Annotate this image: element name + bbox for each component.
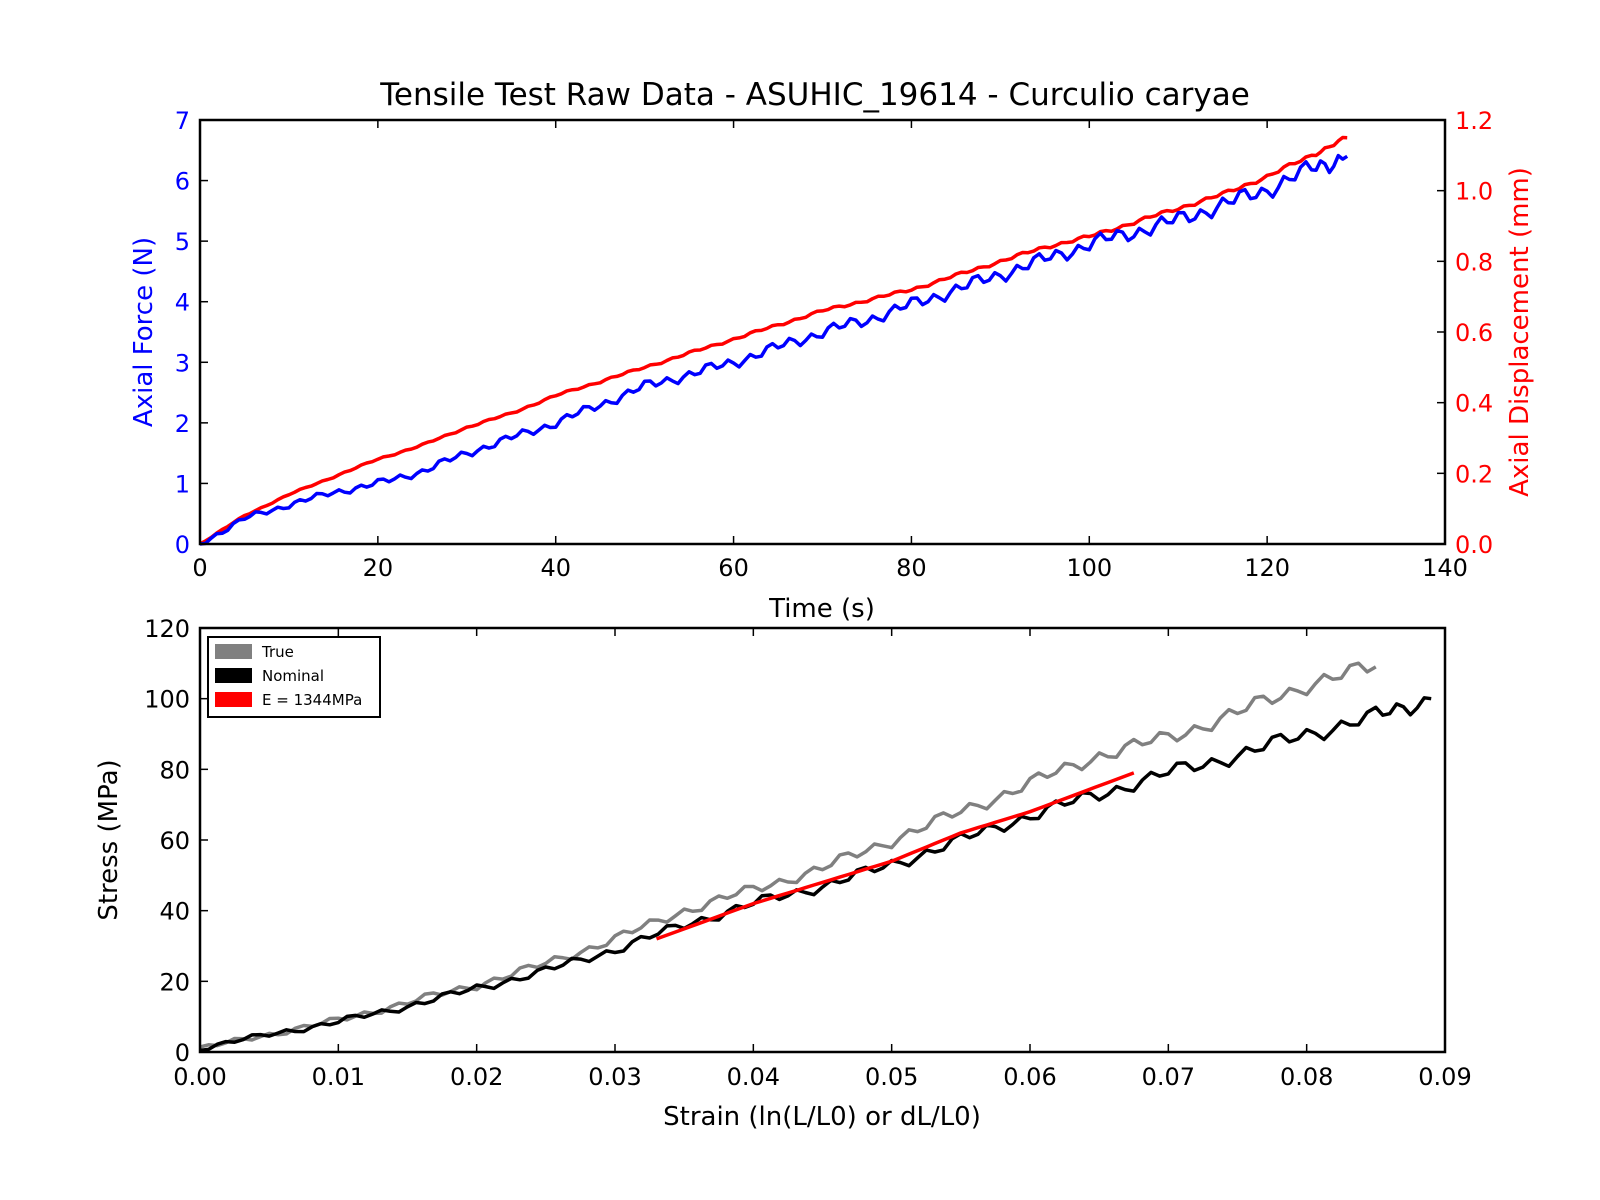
- stress-tick-label: 60: [159, 827, 190, 855]
- time-tick-label: 120: [1244, 554, 1290, 582]
- strain-tick-label: 0.06: [1003, 1063, 1056, 1091]
- force-tick-label: 6: [175, 168, 190, 196]
- legend: True Nominal E = 1344MPa: [207, 636, 381, 718]
- legend-label-true: True: [261, 643, 294, 661]
- time-tick-label: 0: [192, 554, 207, 582]
- stress-axis-label: Stress (MPa): [94, 759, 124, 920]
- displacement-y-ticks: 0.0 0.2 0.4 0.6 0.8 1.0 1.2: [1437, 107, 1493, 559]
- force-tick-label: 4: [175, 289, 190, 317]
- strain-tick-label: 0.03: [588, 1063, 641, 1091]
- strain-tick-label: 0.05: [865, 1063, 918, 1091]
- nominal-stress-line: [199, 696, 1432, 1053]
- modulus-fit-line: [655, 771, 1135, 941]
- legend-swatch-nominal: [215, 668, 252, 683]
- stress-strain-series: [199, 661, 1432, 1053]
- stress-y-ticks: 0 20 40 60 80 100 120: [144, 615, 208, 1067]
- displacement-tick-label: 0.2: [1455, 460, 1493, 488]
- strain-tick-label: 0.09: [1418, 1063, 1471, 1091]
- time-tick-label: 20: [363, 554, 394, 582]
- legend-label-nominal: Nominal: [262, 667, 324, 685]
- displacement-tick-label: 0.6: [1455, 319, 1493, 347]
- legend-label-modulus: E = 1344MPa: [262, 691, 362, 709]
- stress-tick-label: 20: [159, 968, 190, 996]
- force-tick-label: 5: [175, 228, 190, 256]
- chart-title: Tensile Test Raw Data - ASUHIC_19614 - C…: [379, 77, 1250, 113]
- force-tick-label: 2: [175, 410, 190, 438]
- time-x-ticks: 0 20 40 60 80 100 120 140: [192, 120, 1468, 582]
- strain-tick-label: 0.00: [173, 1063, 226, 1091]
- true-stress-line: [199, 661, 1377, 1049]
- time-tick-label: 60: [718, 554, 749, 582]
- displacement-tick-label: 1.2: [1455, 107, 1493, 135]
- displacement-tick-label: 0.0: [1455, 531, 1493, 559]
- legend-swatch-true: [215, 644, 252, 659]
- stress-tick-label: 100: [144, 686, 190, 714]
- strain-x-ticks: 0.00 0.01 0.02 0.03 0.04 0.05 0.06 0.07 0.08 0.09: [173, 628, 1472, 1091]
- force-y-ticks: 0 1 2 3 4 5 6 7: [175, 107, 208, 559]
- time-tick-label: 80: [896, 554, 927, 582]
- strain-tick-label: 0.08: [1280, 1063, 1333, 1091]
- stress-tick-label: 40: [159, 898, 190, 926]
- stress-tick-label: 0: [175, 1039, 190, 1067]
- force-tick-label: 0: [175, 531, 190, 559]
- force-axis-label: Axial Force (N): [129, 237, 159, 427]
- stress-tick-label: 80: [159, 756, 190, 784]
- time-plot: Tensile Test Raw Data - ASUHIC_19614 - C…: [129, 77, 1535, 624]
- strain-tick-label: 0.01: [312, 1063, 365, 1091]
- legend-swatch-modulus: [215, 692, 252, 707]
- displacement-axis-label: Axial Displacement (mm): [1505, 167, 1535, 497]
- force-tick-label: 7: [175, 107, 190, 135]
- stress-strain-plot: 0.00 0.01 0.02 0.03 0.04 0.05 0.06 0.07 0.08 0.09…: [94, 615, 1472, 1132]
- displacement-line: [199, 135, 1348, 546]
- displacement-tick-label: 0.8: [1455, 248, 1493, 276]
- time-tick-label: 40: [540, 554, 571, 582]
- stress-tick-label: 120: [144, 615, 190, 643]
- strain-tick-label: 0.02: [450, 1063, 503, 1091]
- strain-axis-label: Strain (ln(L/L0) or dL/L0): [663, 1102, 981, 1132]
- time-tick-label: 100: [1066, 554, 1112, 582]
- displacement-tick-label: 0.4: [1455, 390, 1493, 418]
- strain-tick-label: 0.07: [1142, 1063, 1195, 1091]
- strain-tick-label: 0.04: [727, 1063, 780, 1091]
- force-tick-label: 3: [175, 349, 190, 377]
- time-axis-label: Time (s): [768, 594, 875, 624]
- displacement-tick-label: 1.0: [1455, 178, 1493, 206]
- time-tick-label: 140: [1422, 554, 1468, 582]
- force-tick-label: 1: [175, 470, 190, 498]
- time-plot-series: [199, 135, 1349, 546]
- force-line: [199, 153, 1349, 546]
